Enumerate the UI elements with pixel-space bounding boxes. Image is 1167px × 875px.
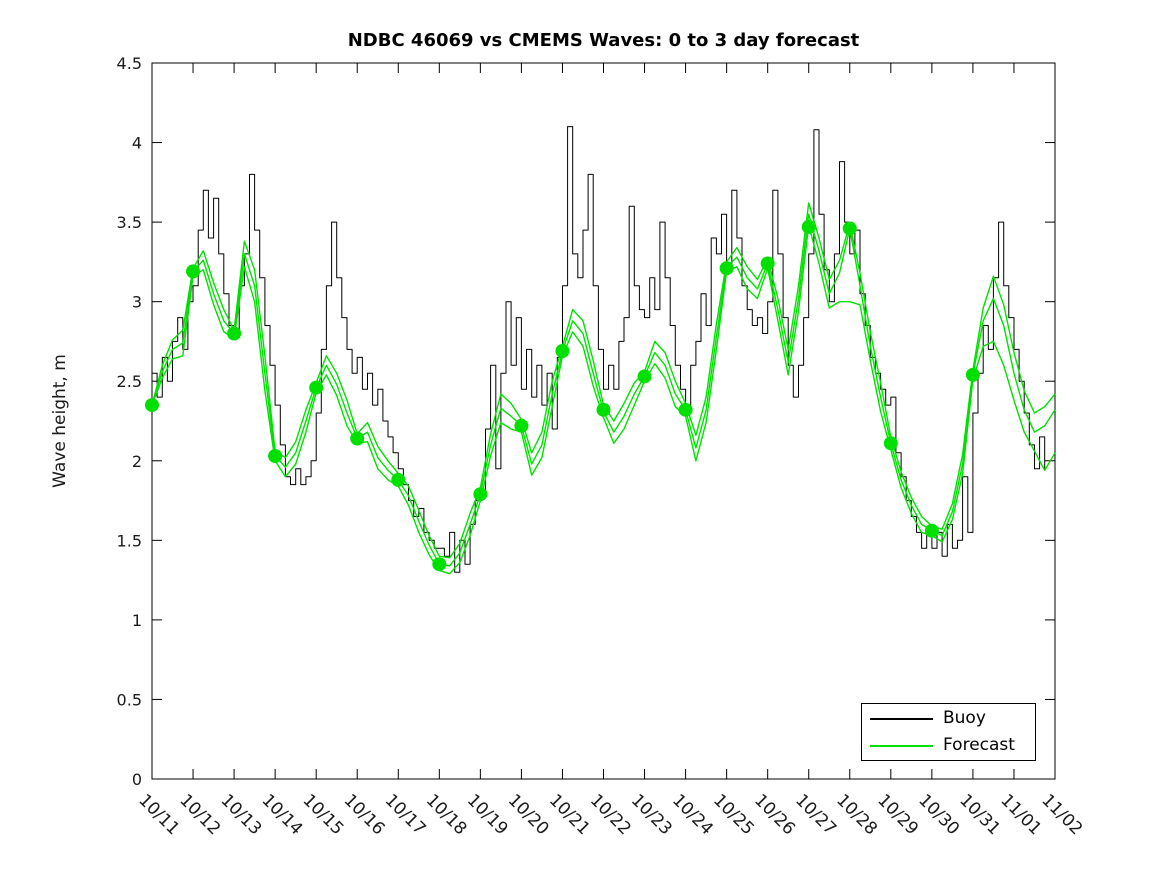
forecast-start-marker [309,380,324,395]
forecast-start-marker [924,523,939,538]
forecast-start-marker [227,326,242,341]
x-tick-label: 10/31 [955,790,1004,839]
x-tick-label: 10/25 [709,790,758,839]
y-tick-label: 2.5 [117,372,142,391]
forecast-start-marker [760,256,775,271]
legend-item-forecast: Forecast [862,733,1035,758]
forecast-start-marker [965,367,980,382]
x-tick-label: 11/02 [1037,790,1086,839]
legend-label-buoy: Buoy [943,708,986,728]
legend-label-forecast: Forecast [943,735,1015,755]
y-tick-label: 3.5 [117,213,142,232]
forecast-start-marker [801,219,816,234]
x-tick-label: 10/13 [217,790,266,839]
forecast-start-marker [596,402,611,417]
x-tick-label: 10/20 [504,790,553,839]
forecast-start-marker [268,449,283,464]
forecast-start-marker [678,402,693,417]
forecast-start-marker [637,369,652,384]
x-tick-label: 10/21 [545,790,594,839]
x-tick-label: 10/29 [873,790,922,839]
forecast-start-marker [514,418,529,433]
x-tick-label: 10/11 [134,790,183,839]
forecast-start-marker [145,398,159,413]
x-tick-label: 10/12 [176,790,225,839]
x-tick-label: 10/16 [340,790,389,839]
x-tick-label: 10/22 [586,790,635,839]
y-tick-label: 4 [132,134,142,153]
x-tick-label: 10/27 [791,790,840,839]
y-tick-label: 2 [132,452,142,471]
x-tick-label: 10/19 [463,790,512,839]
y-axis-label: Wave height, m [50,354,70,488]
x-tick-label: 10/18 [422,790,471,839]
x-tick-label: 10/28 [832,790,881,839]
legend-item-buoy: Buoy [862,706,1035,731]
buoy-line [152,126,1046,573]
x-tick-label: 11/01 [996,790,1045,839]
legend: Buoy Forecast [861,703,1036,761]
forecast-start-marker [883,436,898,451]
chart-title: NDBC 46069 vs CMEMS Waves: 0 to 3 day fo… [347,30,860,51]
y-tick-label: 1.5 [117,531,142,550]
y-tick-label: 3 [132,293,142,312]
forecast-start-marker [473,487,488,502]
forecast-start-marker [391,472,406,487]
x-tick-label: 10/15 [299,790,348,839]
y-tick-label: 1 [132,611,142,630]
forecast-start-marker [719,261,734,276]
forecast-start-marker [432,557,447,572]
x-tick-label: 10/26 [750,790,799,839]
forecast-line [151,224,1056,575]
forecast-start-marker [555,343,570,358]
x-tick-label: 10/17 [381,790,430,839]
axes-box [151,62,1056,780]
y-tick-label: 0 [132,770,142,789]
y-tick-label: 0.5 [117,690,142,709]
forecast-start-marker [186,264,201,279]
forecast-start-marker [842,221,857,236]
x-tick-label: 10/30 [914,790,963,839]
y-tick-label: 4.5 [117,54,142,73]
buoy-line-swatch [870,717,933,720]
x-tick-label: 10/23 [627,790,676,839]
x-tick-label: 10/24 [668,790,717,839]
x-tick-label: 10/14 [258,790,307,839]
forecast-start-marker [350,431,365,446]
forecast-line-swatch [870,744,933,747]
